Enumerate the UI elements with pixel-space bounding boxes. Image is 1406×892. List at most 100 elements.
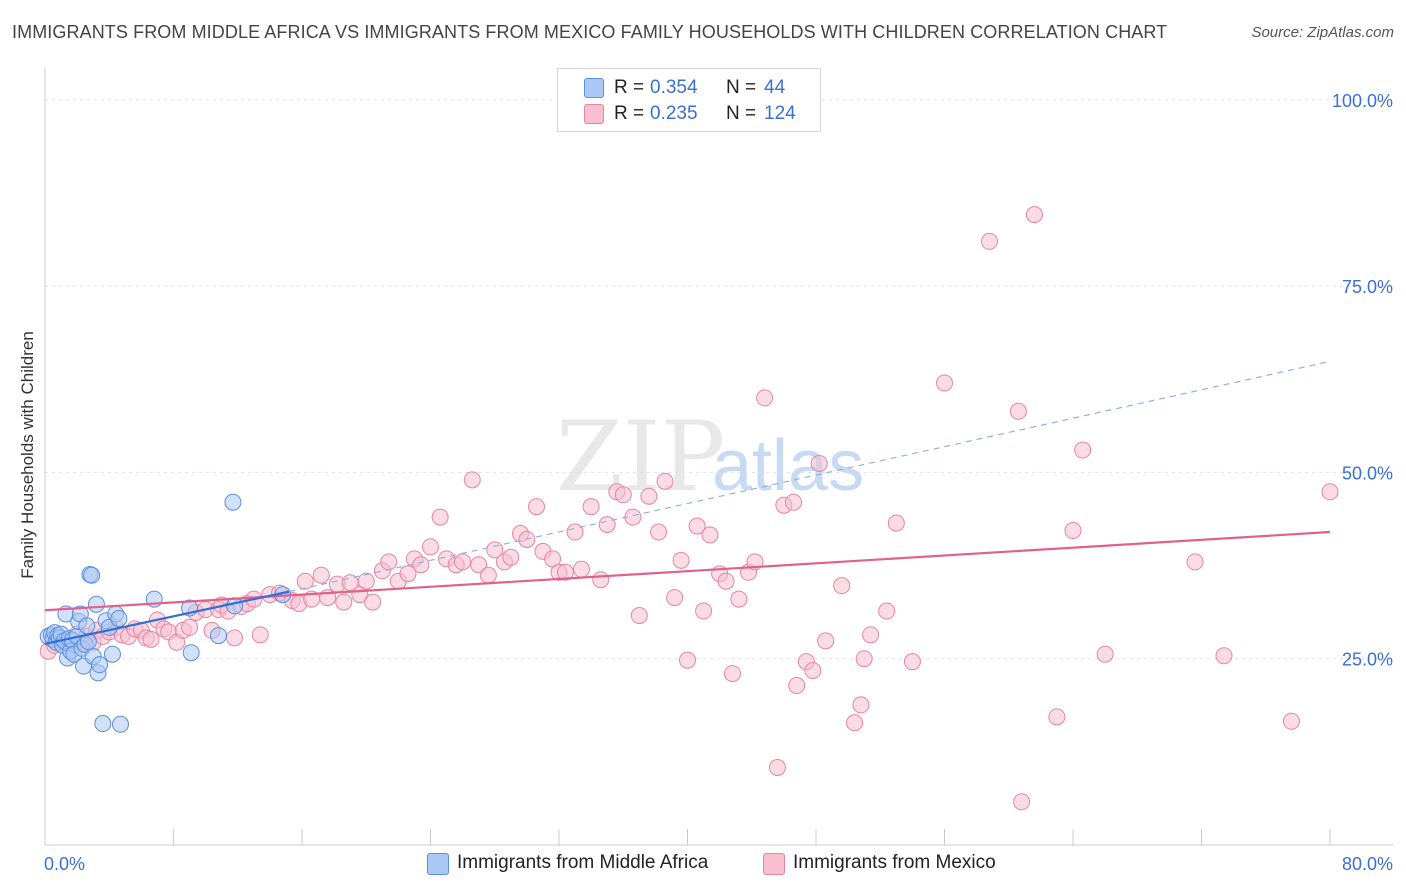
mexico-point: [1282, 712, 1300, 730]
legend-r-value: 0.235: [650, 103, 698, 124]
mexico-point: [1025, 206, 1043, 224]
mexico-point: [756, 389, 774, 407]
mexico-point: [463, 471, 481, 489]
y-tick-label: 50.0%: [1342, 463, 1393, 483]
axes: [44, 67, 1393, 846]
mexico-point: [1074, 441, 1092, 459]
x-tick-label: 0.0%: [44, 854, 85, 874]
mexico-point: [226, 629, 244, 647]
mexico-point: [788, 677, 806, 695]
mexico-point: [380, 553, 398, 571]
watermark-zip: ZIP: [556, 401, 725, 513]
mexico-point: [454, 553, 472, 571]
mexico-point: [1321, 483, 1339, 501]
mexico-point: [572, 560, 590, 578]
legend-swatch-blue: [584, 78, 604, 98]
mexico-point: [1064, 522, 1082, 540]
mexico-point: [695, 602, 713, 620]
mexico-point: [296, 572, 314, 590]
mexico-point: [846, 714, 864, 732]
legend-r-label: R =: [614, 77, 645, 98]
middle-africa-point: [111, 715, 129, 733]
mexico-point: [768, 759, 786, 776]
mexico-point: [1096, 645, 1114, 663]
middle-africa-point: [226, 597, 244, 615]
mexico-point: [810, 454, 828, 472]
source-label: Source: ZipAtlas.com: [1251, 24, 1394, 41]
bottom-legend-label: Immigrants from Middle Africa: [457, 852, 709, 873]
middle-africa-point: [209, 627, 227, 645]
zipatlas-watermark: ZIP atlas: [556, 401, 864, 513]
mexico-point: [701, 526, 719, 544]
y-tick-label: 25.0%: [1342, 650, 1393, 670]
mexico-point: [1186, 553, 1204, 571]
mexico-point: [566, 523, 584, 541]
mexico-point: [1009, 402, 1027, 420]
mexico-point: [862, 626, 880, 644]
middle-africa-point: [224, 493, 242, 511]
mexico-point: [1013, 793, 1031, 811]
middle-africa-point: [87, 595, 105, 613]
middle-africa-trend-extension: [289, 360, 1331, 593]
mexico-point: [656, 472, 674, 490]
legend-r-label: R =: [614, 103, 645, 124]
y-tick-label: 100.0%: [1332, 91, 1393, 111]
mexico-point: [640, 487, 658, 505]
mexico-point: [592, 571, 610, 589]
watermark-atlas: atlas: [712, 426, 864, 506]
chart-title: IMMIGRANTS FROM MIDDLE AFRICA VS IMMIGRA…: [12, 22, 1168, 42]
mexico-point: [630, 606, 648, 624]
mexico-point: [412, 556, 430, 574]
legend-n-value: 124: [764, 103, 796, 124]
mexico-point: [502, 548, 520, 566]
legend-n-value: 44: [764, 77, 786, 98]
mexico-point: [142, 630, 160, 648]
mexico-point: [614, 486, 632, 504]
middle-africa-points: [39, 493, 292, 733]
mexico-point: [679, 651, 696, 669]
mexico-point: [903, 653, 921, 671]
mexico-point: [688, 517, 706, 535]
middle-africa-point: [91, 656, 109, 674]
mexico-point: [785, 493, 803, 511]
mexico-point: [1215, 647, 1233, 665]
mexico-point: [717, 572, 735, 590]
mexico-point: [479, 566, 497, 584]
mexico-point: [852, 696, 870, 714]
mexico-point: [556, 563, 574, 581]
mexico-point: [878, 602, 896, 620]
mexico-point: [804, 662, 822, 680]
legend-n-label: N =: [726, 77, 757, 98]
mexico-trend-line: [44, 530, 1331, 612]
mexico-point: [528, 498, 546, 516]
trend-lines: [44, 360, 1331, 645]
mexico-point: [335, 593, 353, 611]
middle-africa-point: [94, 715, 112, 733]
bottom-legend-label: Immigrants from Mexico: [793, 852, 996, 873]
mexico-point: [980, 232, 998, 250]
mexico-point: [887, 514, 905, 532]
bottom-legend-swatch-pink: [763, 853, 785, 875]
mexico-point: [817, 632, 835, 650]
middle-africa-point: [83, 566, 101, 584]
tick-labels: 25.0% 50.0% 75.0% 100.0% 0.0% 80.0%: [44, 91, 1393, 874]
middle-africa-point: [103, 645, 121, 663]
x-tick-label: 80.0%: [1342, 854, 1393, 874]
mexico-point: [936, 374, 953, 392]
middle-africa-point: [110, 609, 128, 627]
mexico-point: [582, 498, 600, 516]
y-tick-label: 75.0%: [1342, 277, 1393, 297]
mexico-point: [470, 556, 488, 574]
mexico-point: [181, 618, 199, 636]
middle-africa-trend-line: [44, 590, 290, 645]
mexico-point: [650, 523, 668, 541]
legend-n-label: N =: [726, 103, 757, 124]
bottom-legend-swatch-blue: [427, 853, 449, 875]
mexico-point: [422, 538, 439, 556]
mexico-point: [723, 665, 741, 683]
mexico-point: [598, 516, 616, 534]
mexico-point: [672, 551, 690, 569]
mexico-point: [855, 650, 873, 668]
mexico-point: [1048, 708, 1066, 726]
